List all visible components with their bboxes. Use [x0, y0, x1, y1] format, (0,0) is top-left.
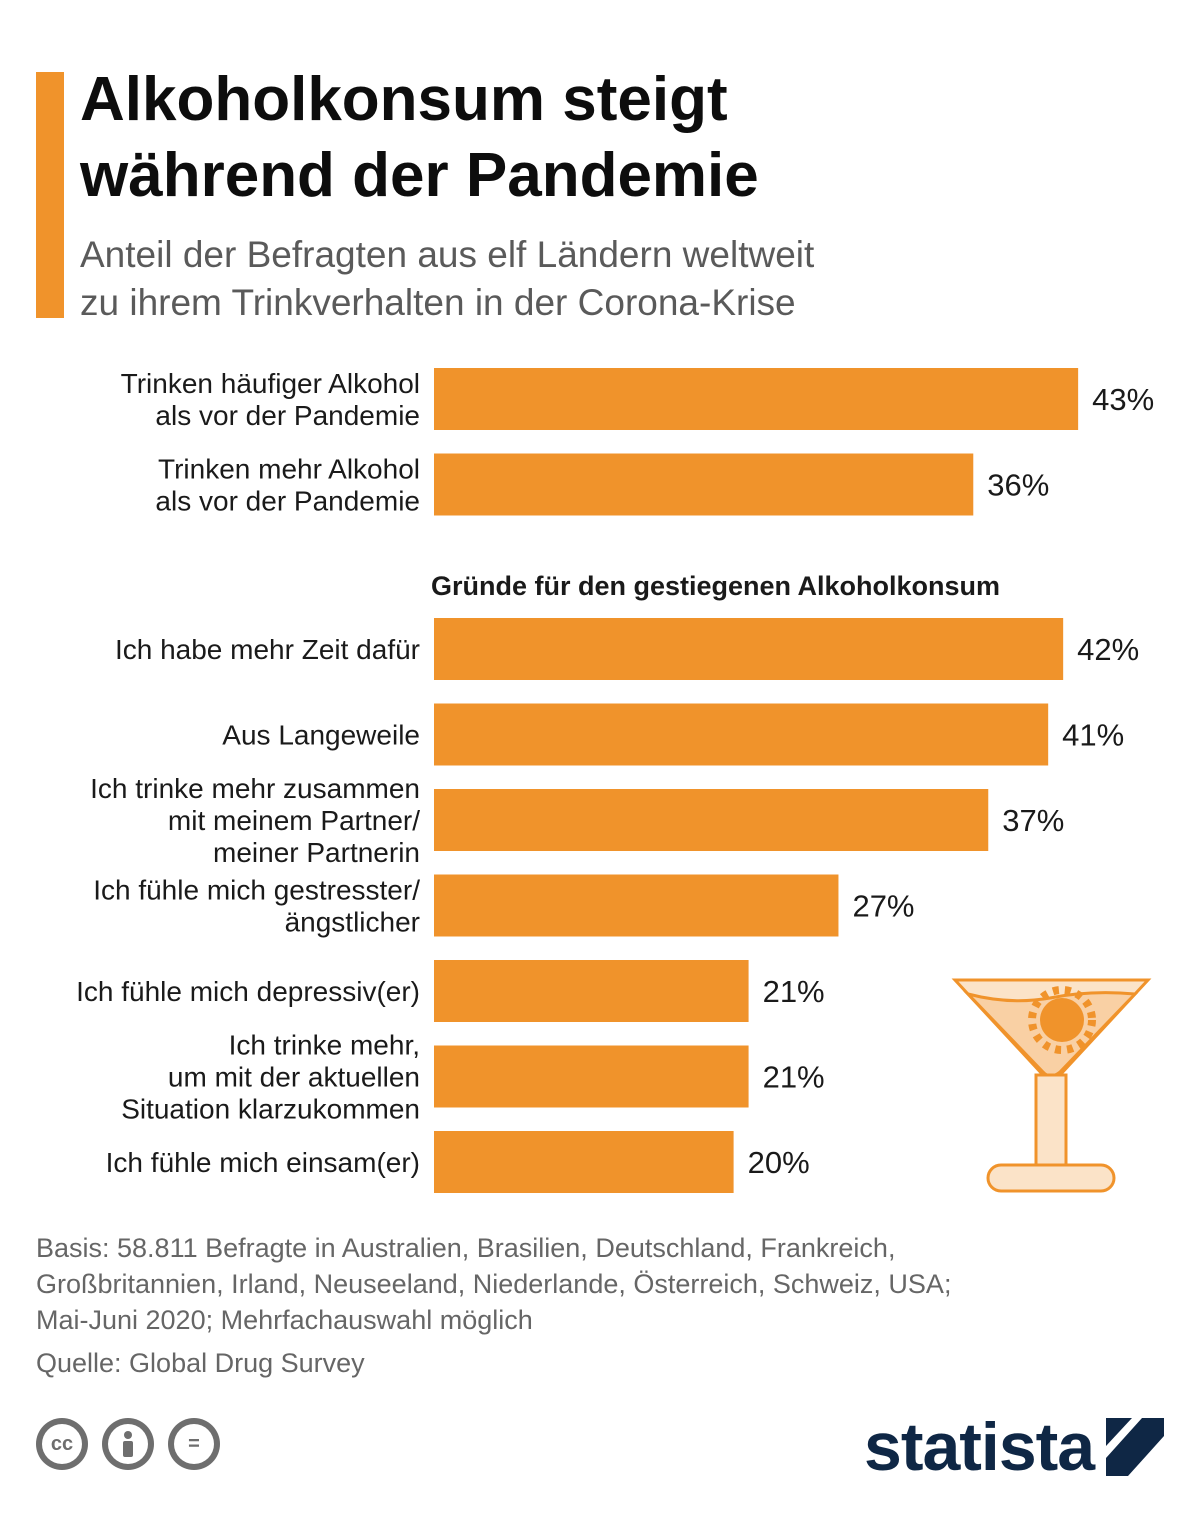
license-icons: cc =: [36, 1418, 220, 1470]
statista-logo-text[interactable]: statista: [864, 1409, 1095, 1485]
category-label: Ich trinke mehr zusammen mit meinem Partn…: [90, 773, 420, 868]
category-label: Ich fühle mich einsam(er): [106, 1147, 420, 1178]
source-note: Quelle: Global Drug Survey: [36, 1348, 365, 1378]
bar: [434, 618, 1064, 680]
bar: [434, 1131, 734, 1193]
bar-value-label: 20%: [748, 1145, 810, 1180]
bar-value-label: 43%: [1092, 382, 1154, 417]
bar-value-label: 42%: [1077, 632, 1139, 667]
bar-chart: 43% Trinken häufiger Alkohol als vor der P…: [76, 368, 1154, 1193]
bar: [434, 453, 974, 516]
bar-value-label: 37%: [1002, 803, 1064, 838]
bar: [434, 1045, 749, 1108]
bar-value-label: 36%: [987, 468, 1049, 503]
bar-value-label: 41%: [1062, 718, 1124, 753]
category-label: Ich fühle mich depressiv(er): [76, 976, 420, 1007]
bar: [434, 874, 839, 937]
person-icon: [123, 1431, 133, 1457]
title-accent-bar: [36, 72, 64, 318]
bar: [434, 960, 749, 1022]
category-label: Ich habe mehr Zeit dafür: [115, 634, 420, 665]
page-subtitle: Anteil der Befragten aus elf Ländern wel…: [80, 234, 815, 323]
category-label: Ich trinke mehr, um mit der aktuellen Situ…: [121, 1030, 420, 1125]
bar-value-label: 27%: [852, 889, 914, 924]
category-label: Trinken häufiger Alkohol als vor der Pand…: [121, 368, 420, 431]
section-heading: Gründe für den gestiegenen Alkoholkonsum: [431, 571, 1000, 601]
bar: [434, 789, 989, 851]
nd-icon[interactable]: =: [168, 1418, 220, 1470]
statista-logo-icon: [1106, 1418, 1164, 1476]
by-icon[interactable]: [102, 1418, 154, 1470]
cocktail-glass-illustration: [951, 978, 1152, 1193]
cc-icon-glyph: cc: [42, 1424, 82, 1464]
bar: [434, 703, 1049, 766]
bar-value-label: 21%: [763, 974, 825, 1009]
category-label: Ich fühle mich gestresster/ängstlicher: [93, 875, 420, 938]
virus-icon: [1028, 986, 1096, 1054]
bar-value-label: 21%: [763, 1060, 825, 1095]
bar: [434, 368, 1079, 430]
cc-icon[interactable]: cc: [36, 1418, 88, 1470]
basis-footnote: Basis: 58.811 Befragte in Australien, Br…: [36, 1233, 952, 1335]
category-label: Trinken mehr Alkohol als vor der Pandemie: [155, 454, 420, 517]
category-label: Aus Langeweile: [222, 720, 420, 751]
page-title: Alkoholkonsum steigt während der Pandemi…: [80, 65, 759, 210]
nd-icon-glyph: =: [174, 1424, 214, 1464]
